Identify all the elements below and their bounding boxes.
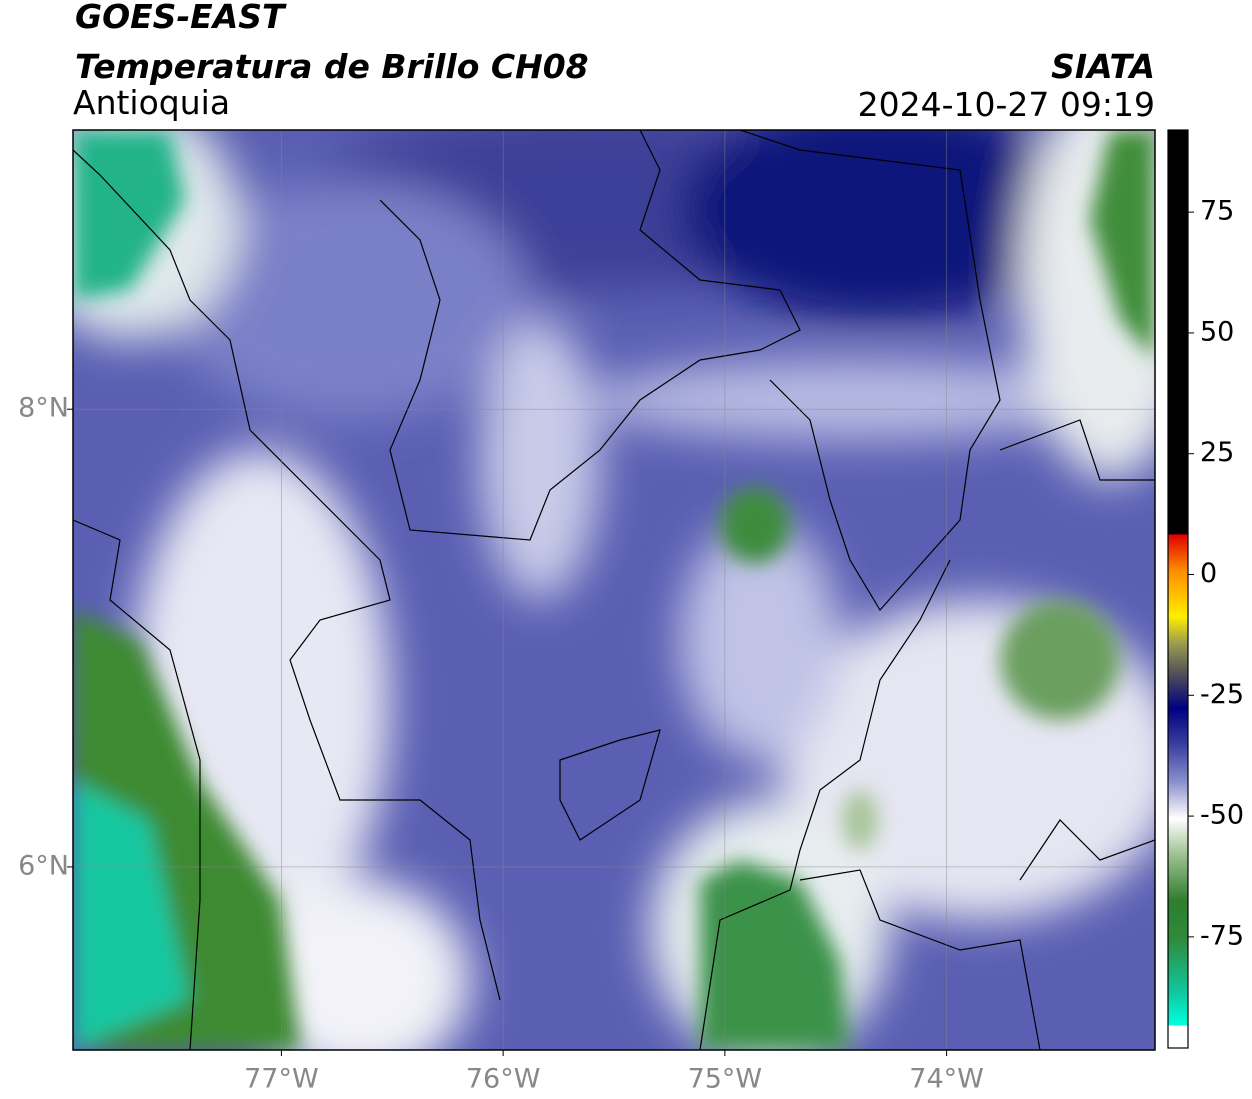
colorbar-tick-label: -75	[1200, 920, 1244, 951]
graticule	[73, 130, 1155, 1050]
borders	[73, 130, 1155, 1050]
title-satellite: GOES-EAST	[75, 0, 287, 36]
cold-tops	[73, 130, 1155, 1050]
colorbar-tick-label: 25	[1200, 437, 1234, 468]
cloud-field	[73, 130, 1155, 1050]
colorbar-tick-label: 50	[1200, 316, 1234, 347]
y-tick-label: 8°N	[18, 393, 69, 424]
y-tick-label: 6°N	[18, 850, 69, 881]
colorbar-tick-label: 75	[1200, 196, 1234, 227]
x-tick-label: 74°W	[909, 1064, 984, 1095]
title-product: Temperatura de Brillo CH08	[75, 47, 589, 86]
colorbar-tick-label: -25	[1200, 679, 1244, 710]
colorbar-tick-label: -50	[1200, 800, 1244, 831]
x-tick-label: 75°W	[688, 1064, 763, 1095]
x-tick-label: 76°W	[466, 1064, 541, 1095]
datetime: 2024-10-27 09:19	[858, 85, 1155, 124]
source: SIATA	[1051, 47, 1155, 86]
colorbar-tick-label: 0	[1200, 558, 1217, 589]
region: Antioquia	[73, 83, 230, 122]
map	[73, 130, 1155, 1050]
colorbar	[1167, 129, 1189, 1049]
x-tick-label: 77°W	[244, 1064, 319, 1095]
map-frame	[72, 129, 1156, 1051]
